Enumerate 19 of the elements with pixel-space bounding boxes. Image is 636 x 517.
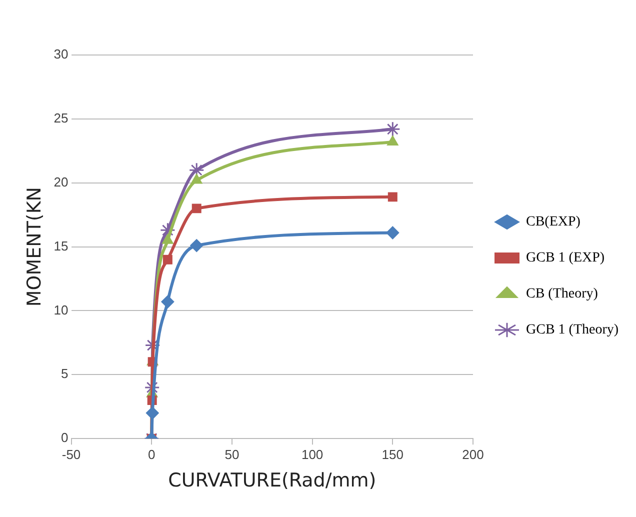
x-tick-label: 0 xyxy=(148,446,156,462)
y-tick-label: 30 xyxy=(54,46,68,62)
y-tick-label: 15 xyxy=(54,238,68,254)
legend-label: CB (Theory) xyxy=(526,286,598,302)
legend-label: GCB 1 (EXP) xyxy=(526,250,605,266)
legend-label: GCB 1 (Theory) xyxy=(526,322,619,338)
x-tick-label: 200 xyxy=(462,446,484,462)
y-tick-label: 20 xyxy=(54,174,68,190)
y-tick-label: 10 xyxy=(54,302,68,318)
y-tick-label: 5 xyxy=(61,366,68,382)
x-tick-label: 100 xyxy=(301,446,324,462)
x-tick-label: 50 xyxy=(224,446,240,462)
y-tick-label: 25 xyxy=(54,110,68,126)
legend-label: CB(EXP) xyxy=(526,214,581,230)
y-tick-label: 0 xyxy=(61,430,68,446)
x-tick-label: 150 xyxy=(382,446,404,462)
y-axis-title: MOMENT(KN xyxy=(23,186,46,307)
x-axis-title: CURVATURE(Rad/mm) xyxy=(168,470,376,492)
x-tick-label: -50 xyxy=(62,446,81,462)
